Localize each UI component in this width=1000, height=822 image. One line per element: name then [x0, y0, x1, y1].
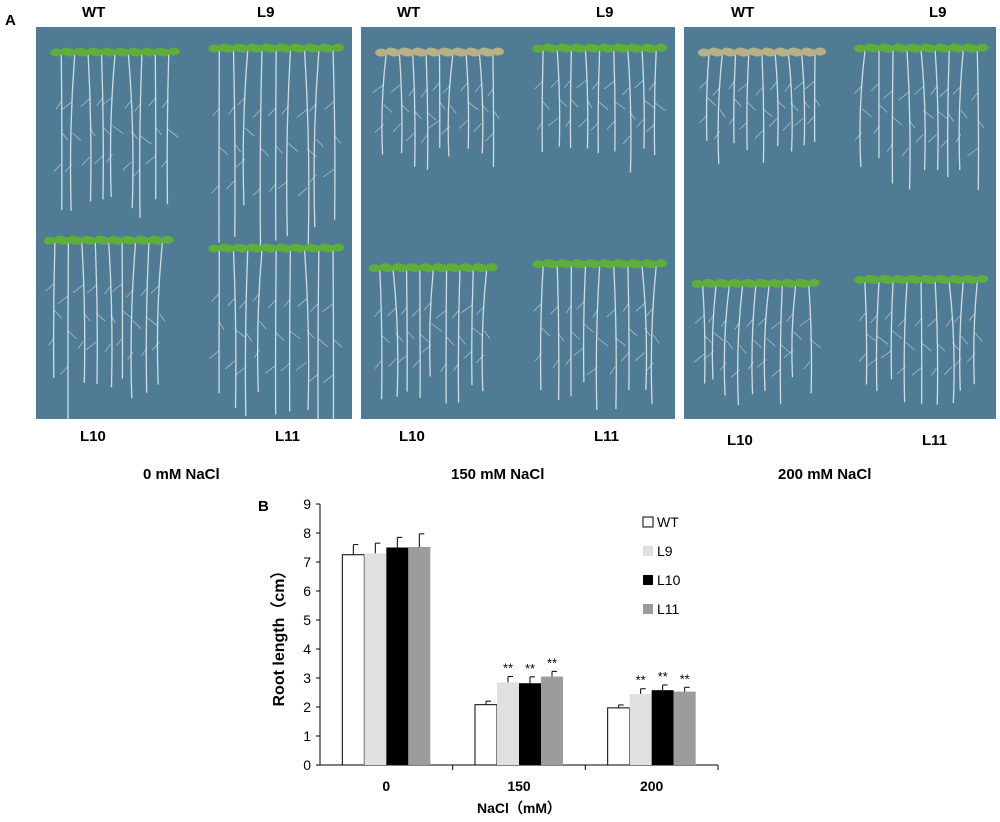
seedling-group [532, 43, 668, 173]
label-l9-0: L9 [257, 4, 275, 21]
condition-150mM: 150 mM NaCl [451, 466, 545, 483]
x-tick-label: 150 [507, 778, 531, 794]
condition-200mM: 200 mM NaCl [778, 466, 872, 483]
seedling-group [697, 47, 827, 165]
bar [629, 693, 652, 765]
y-tick-label: 9 [303, 496, 311, 512]
bar [541, 676, 563, 765]
seedling-group [372, 47, 504, 170]
bar [364, 553, 387, 765]
legend-label: L9 [657, 543, 673, 559]
significance-mark: ** [525, 661, 535, 676]
bar [408, 546, 431, 765]
y-tick-label: 5 [303, 612, 311, 628]
x-axis-label: NaCl（mM） [477, 800, 561, 816]
seedling-group [853, 43, 989, 190]
root-length-chart: 0 1 2 3 4 5 6 7 8 9 0 ** ** ** 150 ** ** ** 200 NaCl（mM） Roo… [270, 496, 719, 816]
panel-b-letter: B [258, 498, 269, 515]
label-wt-150: WT [397, 4, 421, 21]
label-l11-150: L11 [594, 428, 620, 445]
bar [519, 683, 541, 765]
bar [607, 707, 631, 766]
x-tick-label: 200 [640, 778, 664, 794]
seedling-group [532, 259, 668, 411]
seedling-group [208, 243, 345, 419]
y-tick-label: 8 [303, 525, 311, 541]
seedling-group [208, 43, 345, 247]
significance-mark: ** [503, 661, 513, 676]
significance-mark: ** [658, 669, 668, 684]
significance-mark: ** [680, 671, 690, 686]
significance-mark: ** [547, 655, 557, 670]
seedling-photo-200mM [684, 27, 996, 419]
x-tick-label: 0 [382, 778, 390, 794]
bar [673, 691, 696, 765]
label-l9-200: L9 [929, 4, 947, 21]
label-l11-200: L11 [922, 432, 948, 449]
y-tick-label: 4 [303, 641, 311, 657]
seedling-group [43, 235, 174, 419]
legend-swatch [643, 604, 653, 614]
seedling-group [50, 47, 180, 218]
bar [651, 690, 674, 765]
legend-swatch [643, 575, 653, 585]
seedling-group [853, 274, 989, 405]
y-tick-label: 6 [303, 583, 311, 599]
condition-0mM: 0 mM NaCl [143, 466, 220, 483]
y-tick-label: 2 [303, 699, 311, 715]
bar [474, 704, 498, 766]
bar [497, 682, 519, 765]
bar [341, 554, 365, 766]
y-tick-label: 7 [303, 554, 311, 570]
label-l9-150: L9 [596, 4, 614, 21]
legend-label: WT [657, 514, 679, 530]
label-l11-0: L11 [275, 428, 301, 445]
seedling-group [368, 263, 498, 404]
label-wt-200: WT [731, 4, 755, 21]
seedling-photo-0mM [36, 27, 352, 419]
bar [386, 547, 409, 765]
label-wt-0: WT [82, 4, 106, 21]
y-tick-label: 0 [303, 757, 311, 773]
label-l10-200: L10 [727, 432, 753, 449]
y-tick-label: 3 [303, 670, 311, 686]
significance-mark: ** [636, 673, 646, 688]
legend-swatch [642, 516, 654, 528]
legend-label: L10 [657, 572, 681, 588]
label-l10-0: L10 [80, 428, 106, 445]
legend-label: L11 [657, 601, 680, 617]
y-axis-label: Root length（cm） [270, 563, 288, 707]
seedling-group [691, 278, 821, 406]
label-l10-150: L10 [399, 428, 425, 445]
panel-a-letter: A [5, 12, 16, 29]
legend-swatch [643, 546, 653, 556]
seedling-photo-150mM [361, 27, 675, 419]
y-tick-label: 1 [303, 728, 311, 744]
